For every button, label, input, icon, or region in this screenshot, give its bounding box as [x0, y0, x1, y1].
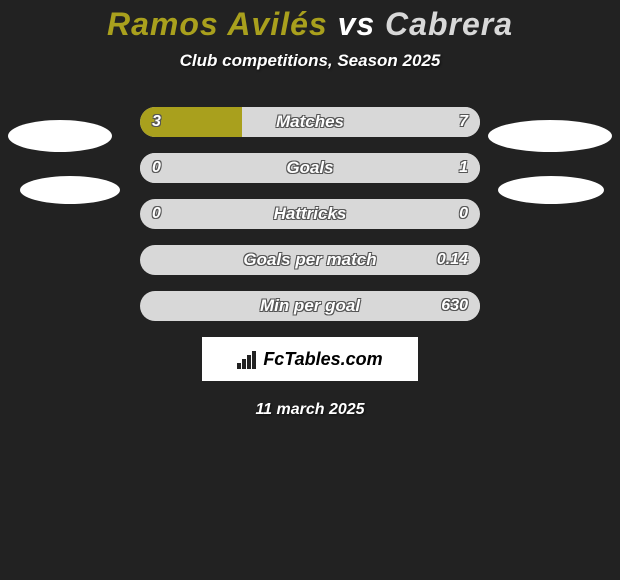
bar-track — [140, 153, 480, 183]
bar-track — [140, 291, 480, 321]
stat-row: Goals per match0.14 — [70, 245, 550, 275]
bar-right-fill — [140, 153, 480, 183]
bar-track — [140, 245, 480, 275]
comparison-rows: Matches37Goals01Hattricks00Goals per mat… — [70, 107, 550, 321]
stat-row: Min per goal630 — [70, 291, 550, 321]
value-left: 0 — [152, 153, 161, 183]
title-player-a: Ramos Avilés — [107, 6, 328, 42]
footer-date: 11 march 2025 — [0, 401, 620, 419]
subtitle: Club competitions, Season 2025 — [0, 51, 620, 71]
brand-chart-icon — [237, 349, 259, 369]
bar-right-fill — [242, 107, 480, 137]
value-right: 0.14 — [437, 245, 468, 275]
value-right: 0 — [459, 199, 468, 229]
title-player-b: Cabrera — [385, 6, 513, 42]
page-title: Ramos Avilés vs Cabrera — [0, 0, 620, 43]
value-right: 7 — [459, 107, 468, 137]
value-right: 630 — [441, 291, 468, 321]
stat-row: Hattricks00 — [70, 199, 550, 229]
brand-box: FcTables.com — [202, 337, 418, 381]
value-left: 0 — [152, 199, 161, 229]
bar-track — [140, 107, 480, 137]
title-vs: vs — [328, 6, 385, 42]
stat-row: Goals01 — [70, 153, 550, 183]
stat-row: Matches37 — [70, 107, 550, 137]
brand-text: FcTables.com — [263, 349, 382, 370]
value-right: 1 — [459, 153, 468, 183]
value-left: 3 — [152, 107, 161, 137]
bar-track — [140, 199, 480, 229]
